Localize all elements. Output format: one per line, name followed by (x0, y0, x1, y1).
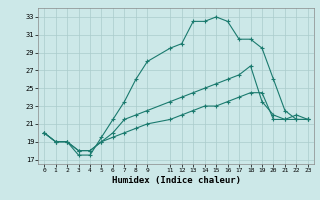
X-axis label: Humidex (Indice chaleur): Humidex (Indice chaleur) (111, 176, 241, 185)
